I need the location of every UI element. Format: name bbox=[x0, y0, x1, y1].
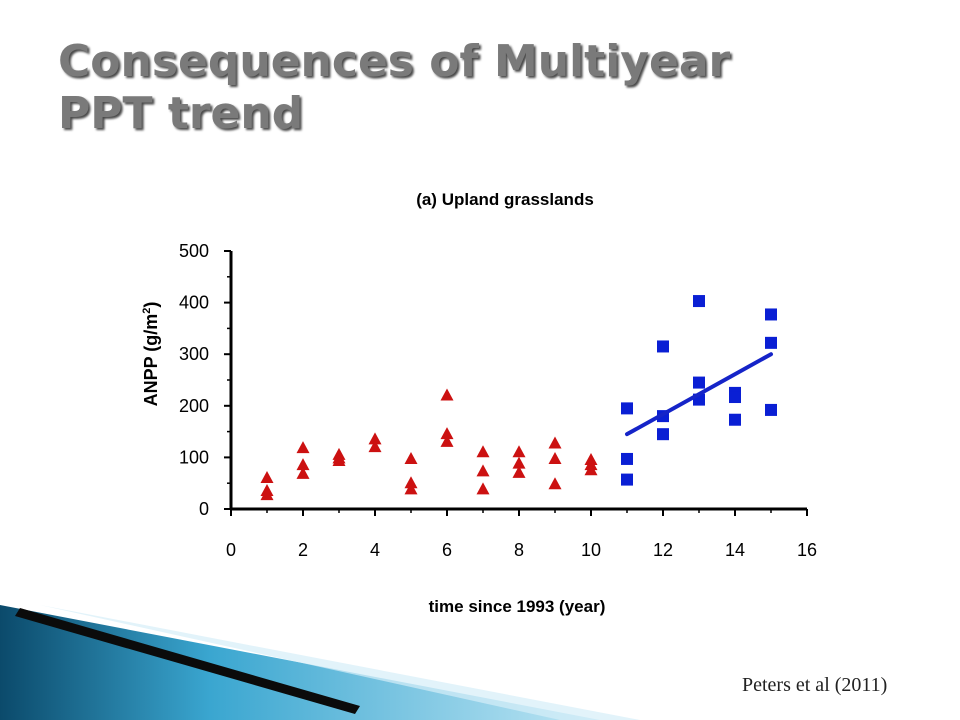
square-point-2 bbox=[621, 473, 633, 486]
square-point-10 bbox=[729, 391, 741, 404]
slide-title-line-1: Consequences of Multiyear bbox=[58, 36, 731, 87]
triangle-point-12 bbox=[404, 476, 418, 489]
triangle-point-22 bbox=[512, 465, 526, 478]
x-tick-label-2: 2 bbox=[298, 540, 308, 560]
axes: 0 2 4 6 8 10 12 14 16 0 100 200 300 400 500 bbox=[179, 241, 817, 560]
y-tick-label-200: 200 bbox=[179, 396, 209, 416]
y-tick-label-400: 400 bbox=[179, 293, 209, 313]
square-point-11 bbox=[729, 413, 741, 426]
square-point-14 bbox=[765, 403, 777, 416]
y-tick-label-500: 500 bbox=[179, 241, 209, 261]
square-point-7 bbox=[693, 376, 705, 389]
y-tick-label-100: 100 bbox=[179, 447, 209, 467]
triangle-point-23 bbox=[548, 436, 562, 449]
x-tick-label-0: 0 bbox=[226, 540, 236, 560]
y-tick-label-300: 300 bbox=[179, 344, 209, 364]
square-point-0 bbox=[621, 402, 633, 415]
triangle-point-17 bbox=[476, 445, 490, 458]
square-point-5 bbox=[657, 428, 669, 441]
x-tick-label-8: 8 bbox=[514, 540, 524, 560]
triangle-point-18 bbox=[476, 464, 490, 477]
triangle-point-5 bbox=[296, 466, 310, 479]
trend-line bbox=[625, 352, 773, 437]
triangle-point-16 bbox=[440, 434, 454, 447]
y-axis-label-superscript: 2 bbox=[141, 308, 153, 314]
triangle-point-11 bbox=[404, 451, 418, 464]
triangle-point-19 bbox=[476, 482, 490, 495]
square-point-6 bbox=[693, 295, 705, 308]
y-tick-label-0: 0 bbox=[199, 499, 209, 519]
x-tick-label-4: 4 bbox=[370, 540, 380, 560]
y-axis-label-close: ) bbox=[141, 302, 161, 308]
square-point-1 bbox=[621, 452, 633, 465]
triangle-point-24 bbox=[548, 451, 562, 464]
slide-title: Consequences of Multiyear PPT trend bbox=[58, 36, 918, 140]
x-tick-label-10: 10 bbox=[581, 540, 601, 560]
triangle-point-21 bbox=[512, 456, 526, 469]
triangle-point-14 bbox=[440, 388, 454, 401]
x-tick-label-16: 16 bbox=[797, 540, 817, 560]
x-axis-label: time since 1993 (year) bbox=[429, 597, 606, 616]
triangle-point-0 bbox=[260, 471, 274, 484]
square-point-3 bbox=[657, 340, 669, 353]
x-tick-label-6: 6 bbox=[442, 540, 452, 560]
x-tick-label-12: 12 bbox=[653, 540, 673, 560]
triangle-point-8 bbox=[332, 454, 346, 467]
data-marks bbox=[260, 295, 777, 501]
x-tick-label-14: 14 bbox=[725, 540, 745, 560]
triangle-point-15 bbox=[440, 427, 454, 440]
triangle-point-13 bbox=[404, 482, 418, 495]
y-axis-label: ANPP (g/m2) bbox=[141, 302, 161, 407]
triangle-point-28 bbox=[584, 463, 598, 476]
y-axis-label-main: ANPP (g/m bbox=[141, 314, 161, 407]
triangle-point-9 bbox=[368, 432, 382, 445]
triangle-point-4 bbox=[296, 458, 310, 471]
chart-title: (a) Upland grasslands bbox=[416, 190, 594, 209]
triangle-point-20 bbox=[512, 445, 526, 458]
square-point-12 bbox=[765, 308, 777, 321]
triangle-point-10 bbox=[368, 440, 382, 453]
triangle-point-25 bbox=[548, 477, 562, 490]
triangle-point-2 bbox=[260, 488, 274, 501]
slide-title-line-2: PPT trend bbox=[58, 88, 304, 139]
citation: Peters et al (2011) bbox=[742, 674, 888, 696]
triangle-point-3 bbox=[296, 441, 310, 454]
square-point-13 bbox=[765, 336, 777, 349]
